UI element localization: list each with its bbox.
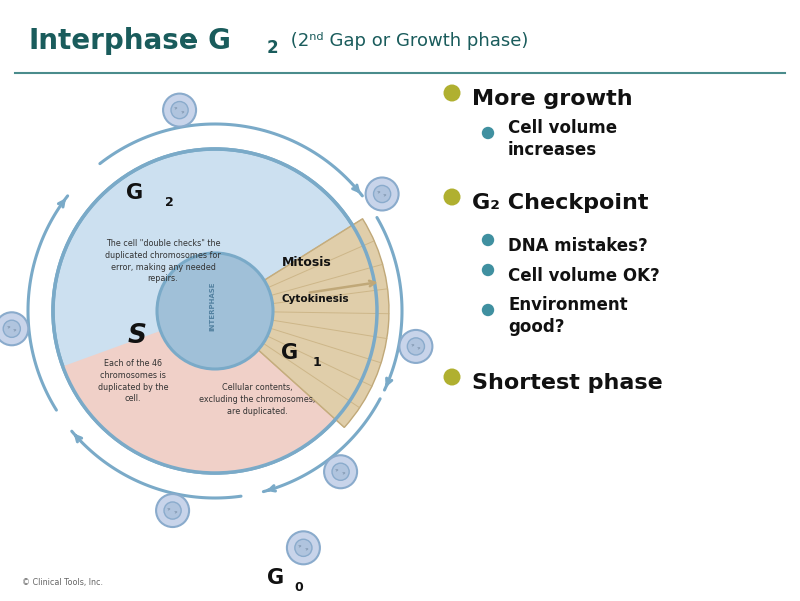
Text: © Clinical Tools, Inc.: © Clinical Tools, Inc. (22, 578, 103, 587)
Circle shape (53, 149, 377, 473)
Text: Shortest phase: Shortest phase (472, 373, 662, 393)
Circle shape (482, 234, 494, 246)
Circle shape (3, 320, 20, 337)
Circle shape (295, 539, 312, 557)
Circle shape (374, 186, 390, 203)
Text: »: » (167, 507, 171, 512)
Text: INTERPHASE: INTERPHASE (209, 281, 215, 331)
Text: »: » (6, 325, 10, 331)
Circle shape (0, 313, 28, 346)
Text: More growth: More growth (472, 89, 633, 109)
Circle shape (399, 330, 433, 363)
Text: »: » (174, 510, 178, 515)
Text: »: » (335, 468, 339, 473)
Circle shape (324, 455, 357, 488)
FancyArrowPatch shape (310, 281, 375, 293)
Circle shape (482, 264, 494, 276)
Text: Environment
good?: Environment good? (508, 296, 628, 336)
Text: Cellular contents,
excluding the chromosomes,
are duplicated.: Cellular contents, excluding the chromos… (199, 383, 315, 416)
Circle shape (171, 102, 188, 118)
Text: 2: 2 (267, 39, 278, 57)
Text: Cell volume
increases: Cell volume increases (508, 119, 617, 159)
Text: »: » (304, 547, 309, 552)
Text: S: S (127, 323, 146, 349)
Text: G: G (126, 183, 143, 203)
Text: »: » (342, 471, 346, 477)
Text: – G: – G (175, 27, 231, 55)
Text: »: » (383, 193, 387, 199)
Circle shape (443, 85, 461, 102)
Text: »: » (298, 544, 302, 549)
Text: (2ⁿᵈ Gap or Growth phase): (2ⁿᵈ Gap or Growth phase) (285, 32, 528, 50)
Text: Interphase: Interphase (28, 27, 198, 55)
Text: 1: 1 (313, 356, 322, 370)
Circle shape (407, 338, 425, 355)
Text: 2: 2 (165, 197, 174, 210)
Circle shape (156, 494, 189, 527)
Wedge shape (215, 219, 389, 427)
Text: »: » (417, 346, 421, 351)
Circle shape (164, 502, 181, 519)
Text: DNA mistakes?: DNA mistakes? (508, 237, 648, 255)
Text: »: » (376, 190, 381, 195)
Circle shape (443, 189, 461, 206)
Text: »: » (13, 328, 17, 334)
Circle shape (163, 94, 196, 127)
Circle shape (332, 463, 349, 480)
Text: G: G (267, 568, 284, 588)
Text: G: G (282, 343, 298, 363)
Circle shape (482, 304, 494, 316)
Text: »: » (410, 343, 414, 348)
Text: »: » (181, 109, 185, 115)
Text: »: » (174, 106, 178, 112)
Text: The cell "double checks" the
duplicated chromosomes for
error, making any needed: The cell "double checks" the duplicated … (105, 239, 221, 284)
Circle shape (366, 177, 398, 210)
Text: Mitosis: Mitosis (282, 257, 332, 269)
Circle shape (443, 368, 461, 385)
Text: G₂ Checkpoint: G₂ Checkpoint (472, 193, 649, 213)
Circle shape (157, 253, 273, 369)
Text: Cell volume OK?: Cell volume OK? (508, 267, 660, 285)
Text: 0: 0 (294, 581, 302, 594)
Circle shape (287, 531, 320, 564)
Text: Each of the 46
chromosomes is
duplicated by the
cell.: Each of the 46 chromosomes is duplicated… (98, 359, 168, 403)
Text: Cytokinesis: Cytokinesis (281, 294, 349, 304)
Wedge shape (62, 311, 335, 473)
Circle shape (482, 127, 494, 139)
